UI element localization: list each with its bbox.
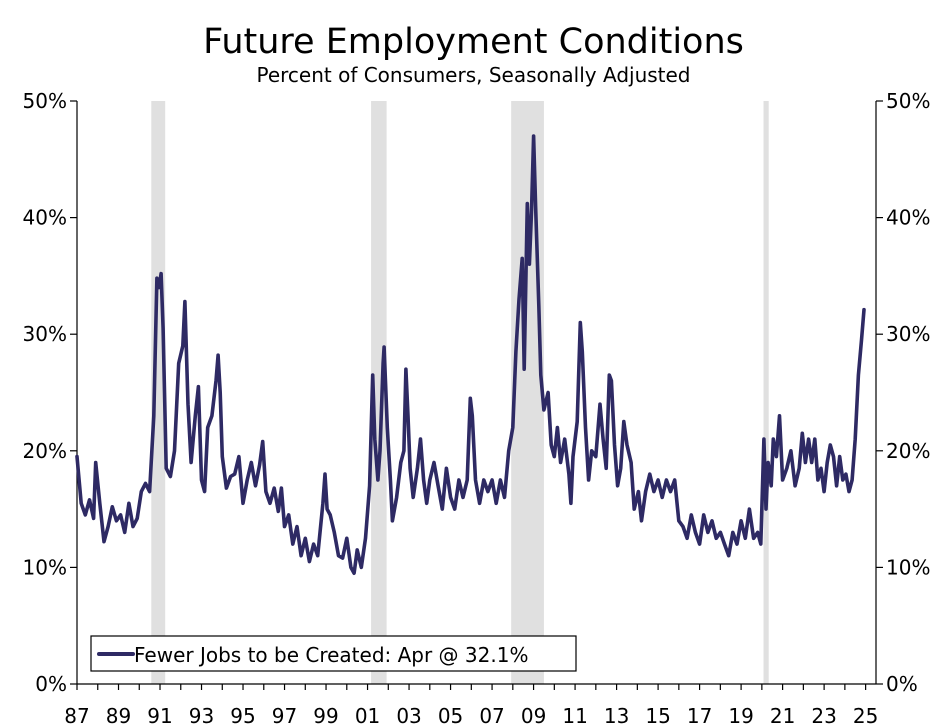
x-tick-label: 23 bbox=[811, 704, 836, 727]
x-tick-label: 11 bbox=[562, 704, 587, 727]
plot-frame bbox=[76, 101, 877, 685]
y-tick-label-right: 50% bbox=[886, 89, 930, 113]
recession-band-3 bbox=[763, 101, 769, 684]
x-tick-label: 13 bbox=[604, 704, 629, 727]
x-tick-label: 05 bbox=[438, 704, 463, 727]
x-tick-label: 99 bbox=[313, 704, 338, 727]
x-tick-label: 89 bbox=[106, 704, 131, 727]
y-tick-label-left: 20% bbox=[23, 439, 67, 463]
x-tick-label: 15 bbox=[645, 704, 670, 727]
y-tick-label-right: 40% bbox=[886, 206, 930, 230]
x-tick-label: 97 bbox=[272, 704, 297, 727]
recession-band-1 bbox=[371, 101, 387, 684]
series-layer bbox=[75, 134, 866, 575]
x-tick-label: 21 bbox=[770, 704, 795, 727]
y-tick-label-right: 10% bbox=[886, 555, 930, 579]
y-tick-label-left: 10% bbox=[23, 555, 67, 579]
x-tick-label: 07 bbox=[479, 704, 504, 727]
y-tick-label-right: 20% bbox=[886, 439, 930, 463]
y-axis-left: 0% 10% 20% 30% 40% 50% bbox=[23, 89, 77, 696]
legend-box bbox=[90, 635, 577, 672]
x-tick-label: 87 bbox=[64, 704, 89, 727]
y-axis-right: 0% 10% 20% 30% 40% 50% bbox=[876, 89, 930, 696]
x-tick-label: 17 bbox=[687, 704, 712, 727]
x-tick-label: 93 bbox=[189, 704, 214, 727]
x-tick-label: 03 bbox=[396, 704, 421, 727]
chart-subtitle: Percent of Consumers, Seasonally Adjuste… bbox=[256, 63, 690, 87]
recession-band-0 bbox=[151, 101, 166, 684]
x-tick-label: 09 bbox=[521, 704, 546, 727]
y-tick-label-left: 0% bbox=[35, 672, 67, 696]
legend-label: Fewer Jobs to be Created: Apr @ 32.1% bbox=[134, 643, 528, 667]
y-tick-label-left: 50% bbox=[23, 89, 67, 113]
x-tick-label: 25 bbox=[853, 704, 878, 727]
x-axis: 87 89 91 93 95 97 99 01 03 05 07 09 11 13 15 17 19 21 23 25 bbox=[64, 684, 878, 727]
y-tick-label-right: 30% bbox=[886, 322, 930, 346]
recession-bands bbox=[151, 101, 769, 684]
x-tick-label: 01 bbox=[355, 704, 380, 727]
recession-band-2 bbox=[511, 101, 544, 684]
x-tick-label: 91 bbox=[147, 704, 172, 727]
legend: Fewer Jobs to be Created: Apr @ 32.1% bbox=[90, 635, 577, 672]
y-tick-label-right: 0% bbox=[886, 672, 918, 696]
y-tick-label-left: 40% bbox=[23, 206, 67, 230]
series-line-0 bbox=[75, 134, 866, 575]
chart-title: Future Employment Conditions bbox=[203, 22, 744, 62]
x-tick-label: 95 bbox=[230, 704, 255, 727]
x-tick-label: 19 bbox=[728, 704, 753, 727]
y-tick-label-left: 30% bbox=[23, 322, 67, 346]
